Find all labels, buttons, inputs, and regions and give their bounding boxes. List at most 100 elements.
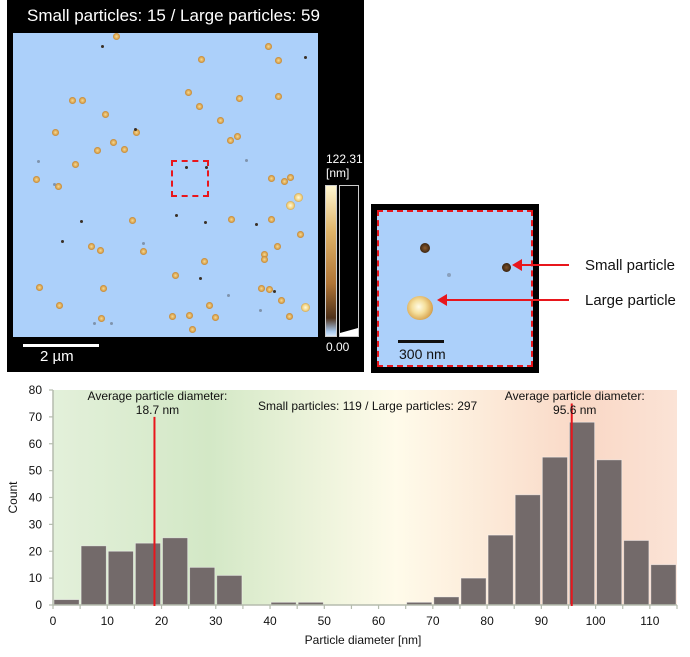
large-particle <box>234 133 241 140</box>
large-particle <box>227 137 234 144</box>
histogram-bar <box>514 494 541 606</box>
x-tick-label: 50 <box>318 614 332 628</box>
y-tick-label: 20 <box>29 544 43 558</box>
large-particle <box>94 147 101 154</box>
large-particle <box>113 33 120 40</box>
mean-annotation-value: 95.6 nm <box>553 403 596 417</box>
histogram-bar <box>53 599 80 606</box>
small-particle-arrow <box>512 259 569 271</box>
zoom-scale-label: 300 nm <box>399 346 446 362</box>
x-tick-label: 70 <box>426 614 440 628</box>
large-particle <box>236 95 243 102</box>
colorbar-unit-label: [nm] <box>326 166 350 180</box>
y-tick-label: 50 <box>29 464 43 478</box>
colorbar-max-label: 122.31 <box>326 152 363 166</box>
histogram-bar <box>189 566 216 606</box>
small-particle <box>101 45 104 48</box>
x-tick-label: 20 <box>155 614 169 628</box>
large-particle <box>98 315 105 322</box>
faint-particle <box>93 322 96 325</box>
small-particle <box>204 221 207 224</box>
large-particle <box>258 285 265 292</box>
large-particle <box>102 111 109 118</box>
small-particle <box>304 56 307 59</box>
large-particle <box>133 129 140 136</box>
x-tick-label: 80 <box>480 614 494 628</box>
afm-scale-bar <box>23 344 99 347</box>
faint-particle <box>142 242 145 245</box>
x-tick-label: 10 <box>101 614 115 628</box>
histogram-bar <box>460 577 487 606</box>
small-particle <box>61 240 64 243</box>
large-particle <box>217 117 224 124</box>
mean-annotation-value: 18.7 nm <box>136 403 179 417</box>
small-particle <box>420 243 430 253</box>
faint-particle <box>110 322 113 325</box>
zoom-height-map: 300 nm <box>377 210 533 367</box>
histogram-bar <box>216 575 243 606</box>
height-colorbar <box>325 185 337 337</box>
x-tick-label: 60 <box>372 614 386 628</box>
roi-box <box>171 160 209 197</box>
histogram-bar <box>107 550 134 606</box>
histogram-bar <box>541 456 568 606</box>
colorbar-histogram-shape <box>340 328 358 336</box>
large-particle <box>261 256 268 263</box>
y-tick-label: 0 <box>35 598 42 612</box>
large-particle <box>169 313 176 320</box>
x-tick-label: 40 <box>263 614 277 628</box>
histogram-svg: 0 10 20 30 40 50 60 70 80 90 100 110 0 10 20 30 40 50 60 70… <box>6 383 678 647</box>
small-particle <box>80 220 83 223</box>
zoom-panel: 300 nm <box>371 204 539 373</box>
large-particle <box>275 57 282 64</box>
large-particle <box>206 302 213 309</box>
faint-particle <box>245 159 248 162</box>
small-particle-label: Small particle <box>585 257 676 274</box>
faint-particle <box>227 294 230 297</box>
large-particle <box>140 248 147 255</box>
large-particle <box>297 231 304 238</box>
small-particle <box>273 290 276 293</box>
large-particle <box>212 314 219 321</box>
large-particle <box>88 243 95 250</box>
large-particle <box>268 216 275 223</box>
large-particle <box>274 243 281 250</box>
small-particle <box>255 223 258 226</box>
x-tick-label: 90 <box>535 614 549 628</box>
small-particle <box>502 263 511 272</box>
large-particle <box>286 201 295 210</box>
faint-particle <box>37 160 40 163</box>
large-particle <box>189 326 196 333</box>
x-tick-label: 30 <box>209 614 223 628</box>
y-tick-label: 30 <box>29 517 43 531</box>
large-particle <box>55 183 62 190</box>
large-particle <box>100 285 107 292</box>
small-particle <box>175 214 178 217</box>
large-particle <box>129 217 136 224</box>
zoom-scale-bar <box>398 340 444 343</box>
large-particle <box>79 97 86 104</box>
large-particle <box>286 313 293 320</box>
large-particle <box>228 216 235 223</box>
large-particle <box>172 272 179 279</box>
small-particle <box>205 166 208 169</box>
large-particle <box>121 146 128 153</box>
large-particle <box>261 251 268 258</box>
large-particle-label: Large particle <box>585 292 676 309</box>
large-particle <box>52 129 59 136</box>
faint-particle <box>53 183 56 186</box>
afm-particle-count-title: Small particles: 15 / Large particles: 5… <box>27 6 320 25</box>
large-particle <box>287 174 294 181</box>
large-particle <box>72 161 79 168</box>
large-particle <box>275 93 282 100</box>
colorbar-min-label: 0.00 <box>326 340 350 354</box>
y-tick-label: 10 <box>29 571 43 585</box>
large-particle <box>265 43 272 50</box>
large-particle <box>278 297 285 304</box>
histogram-bar <box>162 537 189 606</box>
small-particle <box>134 128 137 131</box>
histogram-bar <box>433 596 460 606</box>
y-tick-label: 40 <box>29 491 43 505</box>
histogram-bar <box>134 542 161 606</box>
small-particle <box>199 277 202 280</box>
